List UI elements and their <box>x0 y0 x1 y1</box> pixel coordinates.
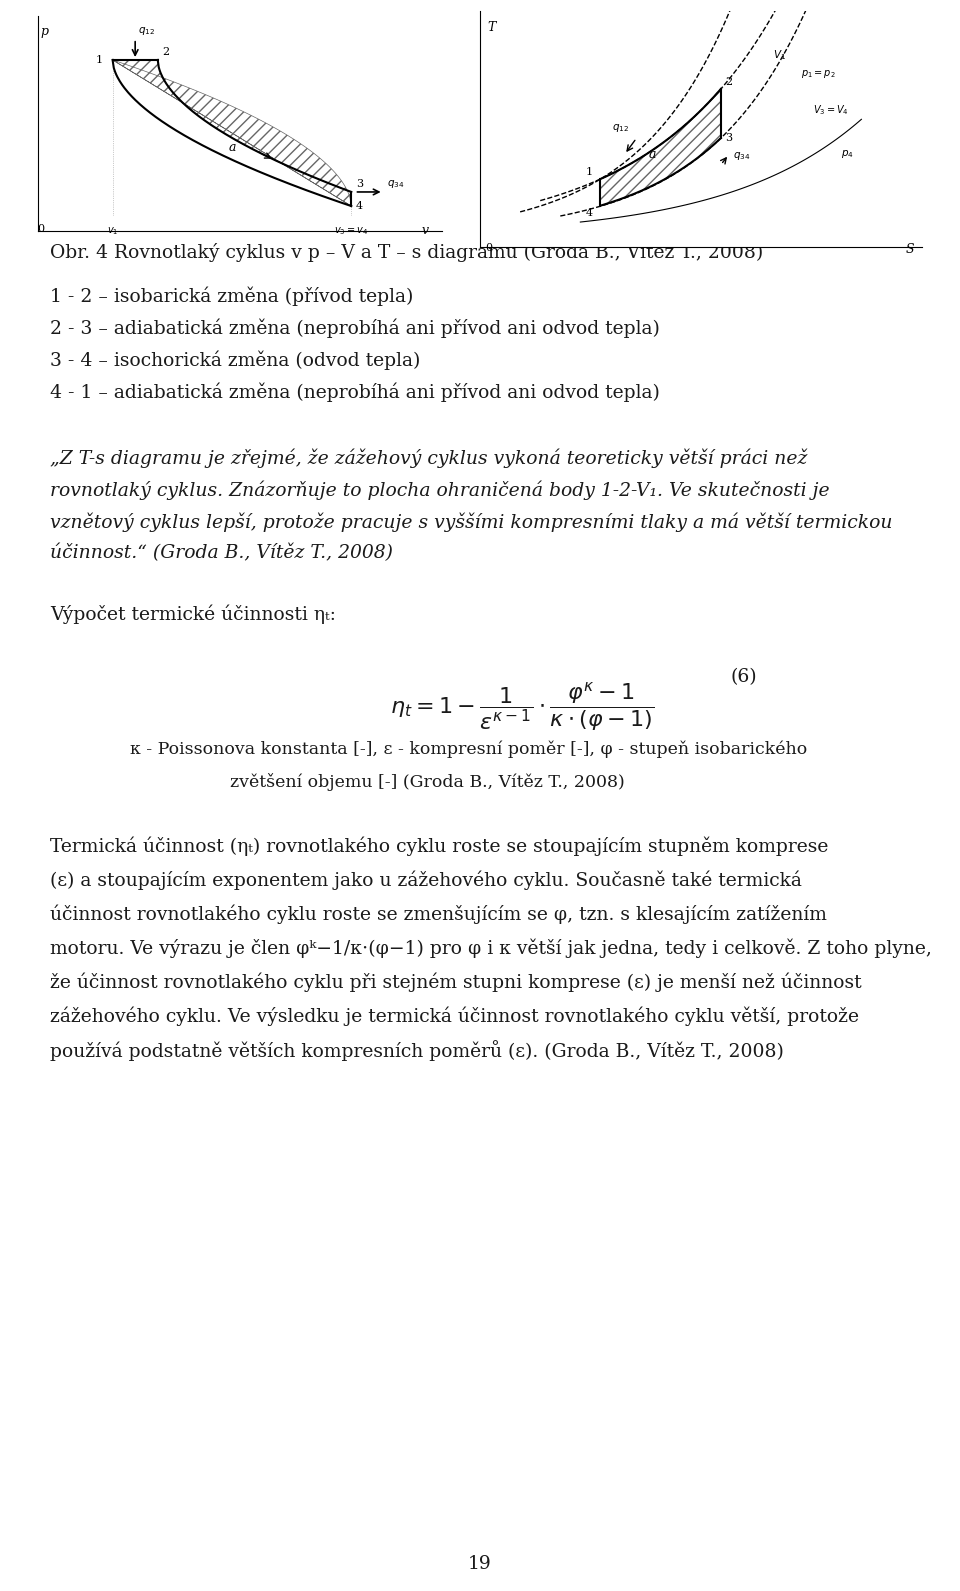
Text: 4: 4 <box>586 208 592 218</box>
Text: 0: 0 <box>485 242 492 253</box>
Text: 3 - 4 – isochorická změna (odvod tepla): 3 - 4 – isochorická změna (odvod tepla) <box>50 350 420 369</box>
Text: 1: 1 <box>96 56 103 65</box>
Text: a: a <box>228 142 236 154</box>
Text: používá podstatně větších kompresních poměrů (ε). (Groda B., Vítěz T., 2008): používá podstatně větších kompresních po… <box>50 1041 784 1061</box>
Text: že účinnost rovnotlakého cyklu při stejném stupni komprese (ε) je menší než účin: že účinnost rovnotlakého cyklu při stejn… <box>50 972 862 991</box>
Text: 3: 3 <box>356 180 363 189</box>
Text: 4 - 1 – adiabatická změna (neprobíhá ani přívod ani odvod tepla): 4 - 1 – adiabatická změna (neprobíhá ani… <box>50 382 660 401</box>
Text: $q_{34}$: $q_{34}$ <box>387 178 404 191</box>
Text: zážehového cyklu. Ve výsledku je termická účinnost rovnotlakého cyklu větší, pro: zážehového cyklu. Ve výsledku je termick… <box>50 1006 859 1026</box>
Text: T: T <box>488 21 496 35</box>
Text: motoru. Ve výrazu je člen φᵏ−1/κ⋅(φ−1) pro φ i κ větší jak jedna, tedy i celkově: motoru. Ve výrazu je člen φᵏ−1/κ⋅(φ−1) p… <box>50 939 932 958</box>
Text: (ε) a stoupajícím exponentem jako u zážehového cyklu. Současně také termická: (ε) a stoupajícím exponentem jako u záže… <box>50 870 802 889</box>
Text: účinnost.“ (Groda B., Vítěz T., 2008): účinnost.“ (Groda B., Vítěz T., 2008) <box>50 544 393 563</box>
Text: $q_{34}$: $q_{34}$ <box>732 151 751 162</box>
Text: 1: 1 <box>586 167 592 177</box>
Text: 2: 2 <box>725 76 732 88</box>
Text: $v_3=v_4$: $v_3=v_4$ <box>334 226 369 237</box>
Text: v: v <box>421 224 429 237</box>
Text: a: a <box>649 148 657 161</box>
Text: 0: 0 <box>37 224 45 234</box>
Text: „Z T-s diagramu je zřejmé, že zážehový cyklus vykoná teoreticky větší práci než: „Z T-s diagramu je zřejmé, že zážehový c… <box>50 449 807 468</box>
Text: Obr. 4 Rovnotlaký cyklus v p – V a T – s diagramu (Groda B., Vítěz T., 2008): Obr. 4 Rovnotlaký cyklus v p – V a T – s… <box>50 243 763 263</box>
Polygon shape <box>600 89 721 205</box>
Text: vznětový cyklus lepší, protože pracuje s vyššími kompresními tlaky a má větší te: vznětový cyklus lepší, protože pracuje s… <box>50 512 893 531</box>
Text: Výpočet termické účinnosti ηₜ:: Výpočet termické účinnosti ηₜ: <box>50 605 336 624</box>
Text: S: S <box>905 242 914 256</box>
Text: 2 - 3 – adiabatická změna (neprobíhá ani přívod ani odvod tepla): 2 - 3 – adiabatická změna (neprobíhá ani… <box>50 318 660 337</box>
Text: $\eta_t = 1 - \dfrac{1}{\varepsilon^{\kappa-1}} \cdot \dfrac{\varphi^{\kappa}-1}: $\eta_t = 1 - \dfrac{1}{\varepsilon^{\ka… <box>390 679 655 733</box>
Text: 3: 3 <box>725 134 732 143</box>
Text: 1 - 2 – isobarická změna (přívod tepla): 1 - 2 – isobarická změna (přívod tepla) <box>50 286 414 305</box>
Text: účinnost rovnotlakého cyklu roste se zmenšujícím se φ, tzn. s klesajícím zatížen: účinnost rovnotlakého cyklu roste se zme… <box>50 904 827 923</box>
Text: $p_1=p_2$: $p_1=p_2$ <box>802 68 836 81</box>
Text: 4: 4 <box>356 200 363 212</box>
Text: $V_1$: $V_1$ <box>773 48 786 62</box>
Text: $p_4$: $p_4$ <box>841 148 854 161</box>
Polygon shape <box>112 60 351 207</box>
Text: 2: 2 <box>162 48 170 57</box>
Text: 19: 19 <box>468 1554 492 1573</box>
Text: rovnotlaký cyklus. Znázorňuje to plocha ohraničená body 1-2-V₁. Ve skutečnosti j: rovnotlaký cyklus. Znázorňuje to plocha … <box>50 480 829 500</box>
Text: Termická účinnost (ηₜ) rovnotlakého cyklu roste se stoupajícím stupněm komprese: Termická účinnost (ηₜ) rovnotlakého cykl… <box>50 835 828 856</box>
Text: p: p <box>41 25 49 38</box>
Text: κ - Poissonova konstanta [-], ε - kompresní poměr [-], φ - stupeň isobarického: κ - Poissonova konstanta [-], ε - kompre… <box>130 740 807 757</box>
Text: $q_{12}$: $q_{12}$ <box>138 25 156 37</box>
Text: $v_1$: $v_1$ <box>107 226 118 237</box>
Text: zvětšení objemu [-] (Groda B., Vítěz T., 2008): zvětšení objemu [-] (Groda B., Vítěz T.,… <box>230 773 625 791</box>
Text: (6): (6) <box>730 668 756 686</box>
Text: $q_{12}$: $q_{12}$ <box>612 123 629 134</box>
Text: $V_3=V_4$: $V_3=V_4$ <box>813 103 850 118</box>
